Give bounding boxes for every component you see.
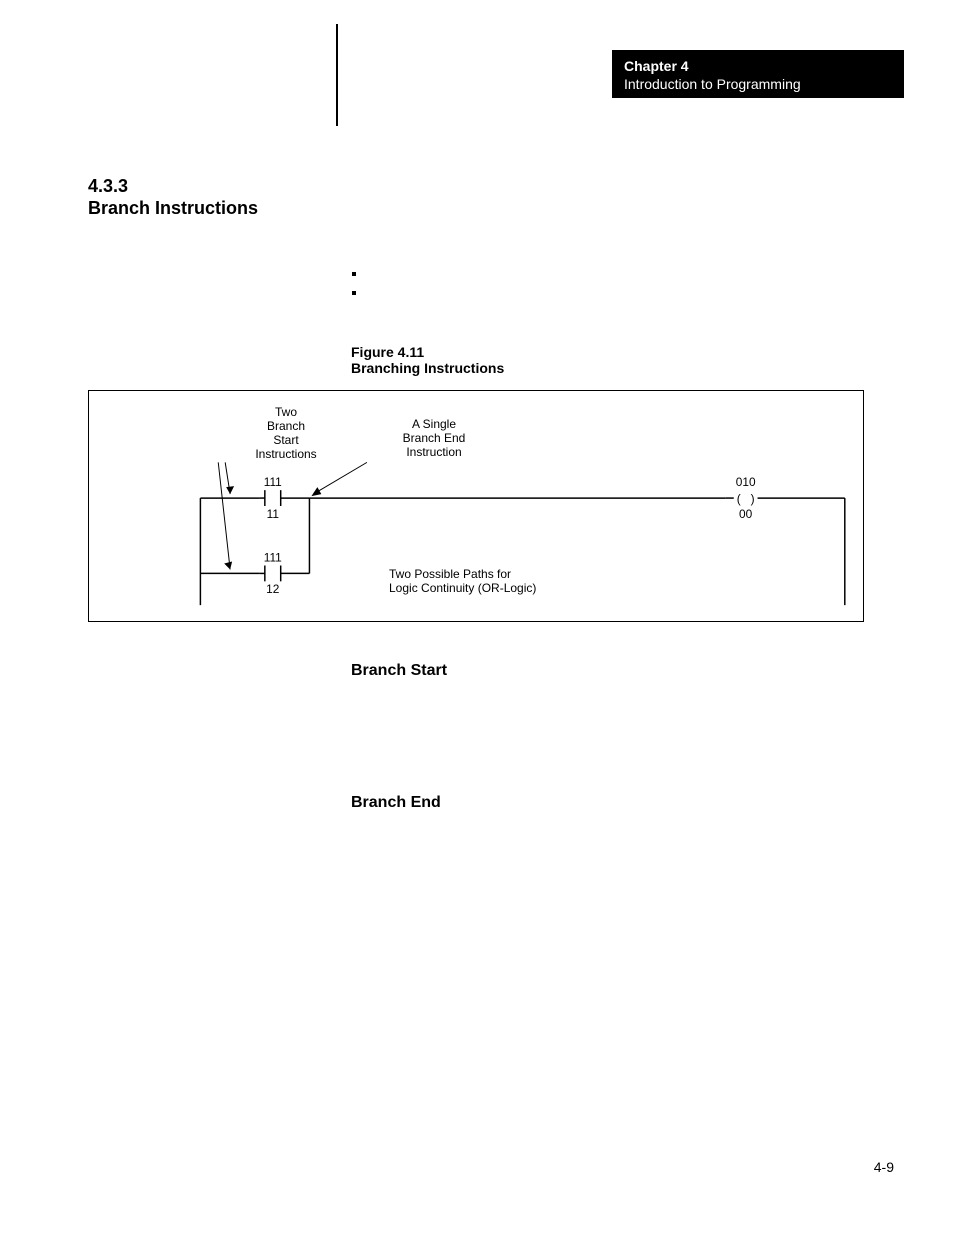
vertical-divider [336, 24, 338, 126]
bullet-icon [352, 272, 356, 276]
output-coil-symbol: ( ) [737, 492, 755, 506]
page-number: 4-9 [874, 1159, 894, 1175]
subsection-branch-end: Branch End [351, 794, 441, 812]
figure-number: Figure 4.11 [351, 344, 424, 360]
figure-box: Two Branch Start Instructions A Single B… [88, 390, 864, 622]
subsection-branch-start: Branch Start [351, 662, 447, 680]
contact2-bit: 12 [266, 582, 279, 596]
figure-title: Branching Instructions [351, 360, 504, 376]
contact2-addr: 111 [264, 551, 282, 565]
output-bit: 00 [739, 507, 753, 521]
ladder-diagram: 111 11 ( ) 010 00 111 12 [89, 391, 863, 621]
section-title: Branch Instructions [88, 198, 258, 219]
output-addr: 010 [736, 475, 756, 489]
chapter-subtitle: Introduction to Programming [624, 76, 892, 92]
chapter-label: Chapter 4 [624, 58, 892, 74]
contact1-addr: 111 [264, 475, 282, 489]
section-number: 4.3.3 [88, 176, 128, 197]
contact1-bit: 11 [267, 507, 280, 521]
page: Chapter 4 Introduction to Programming 4.… [0, 0, 954, 1235]
bullet-icon [352, 291, 356, 295]
chapter-header-box: Chapter 4 Introduction to Programming [612, 50, 904, 98]
